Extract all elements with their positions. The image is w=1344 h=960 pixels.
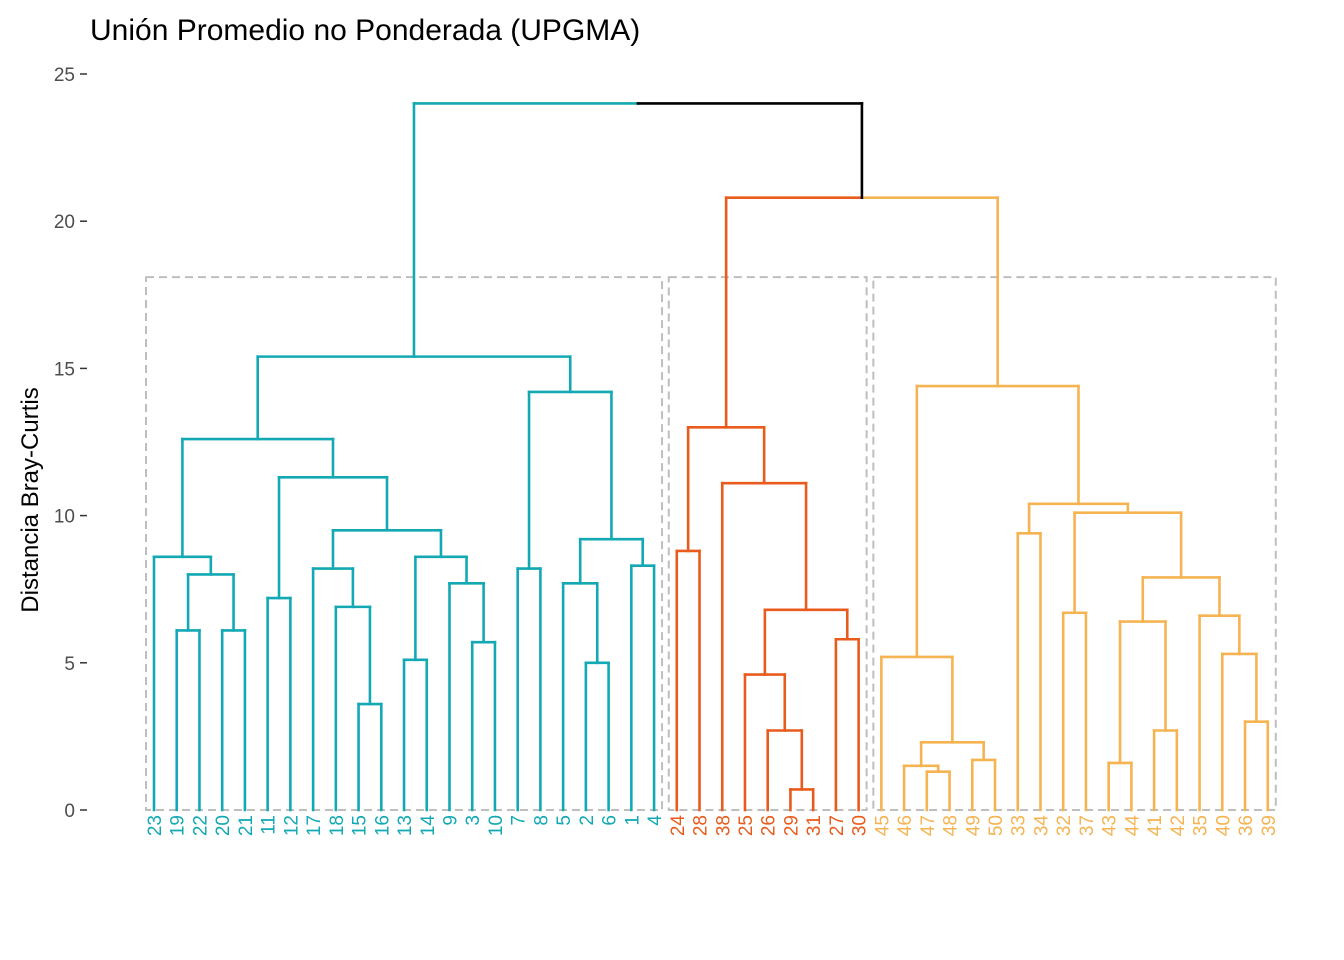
leaf-label-30: 30 [850, 815, 871, 836]
leaf-label-39: 39 [1259, 815, 1280, 836]
leaf-label-4: 4 [645, 815, 666, 826]
y-tick-label: 5 [64, 654, 75, 675]
leaf-label-2: 2 [577, 815, 598, 826]
leaf-label-20: 20 [213, 815, 234, 836]
y-axis: 0 5 10 15 20 25 [54, 65, 87, 822]
leaf-label-50: 50 [986, 815, 1007, 836]
chart-title: Unión Promedio no Ponderada (UPGMA) [90, 14, 640, 47]
leaf-label-24: 24 [668, 815, 689, 837]
leaf-label-41: 41 [1145, 815, 1166, 836]
leaf-label-23: 23 [145, 815, 166, 836]
leaf-label-25: 25 [736, 815, 757, 836]
leaf-label-48: 48 [941, 815, 962, 836]
leaf-label-43: 43 [1100, 815, 1121, 836]
leaf-label-13: 13 [395, 815, 416, 836]
leaf-label-26: 26 [759, 815, 780, 836]
y-tick-label: 0 [64, 801, 75, 822]
leaf-label-28: 28 [691, 815, 712, 836]
leaf-label-3: 3 [463, 815, 484, 826]
leaf-label-33: 33 [1009, 815, 1030, 836]
leaf-label-18: 18 [327, 815, 348, 836]
leaf-label-35: 35 [1191, 815, 1212, 836]
leaf-label-17: 17 [304, 815, 325, 836]
leaf-label-22: 22 [190, 815, 211, 836]
y-tick-label: 20 [54, 212, 75, 233]
leaf-label-21: 21 [236, 815, 257, 836]
leaf-label-16: 16 [372, 815, 393, 836]
leaf-label-42: 42 [1168, 815, 1189, 836]
leaf-labels: 23 19 22 20 21 11 12 17 18 15 16 13 14 9 3 10 7 8 5 2 6 1 4 24 2… [145, 815, 1280, 837]
leaf-label-40: 40 [1213, 815, 1234, 836]
leaf-label-45: 45 [872, 815, 893, 836]
y-axis-label: Distancia Bray-Curtis [17, 387, 44, 612]
y-tick-label: 10 [54, 507, 75, 528]
leaf-label-38: 38 [713, 815, 734, 836]
leaf-label-11: 11 [259, 815, 280, 835]
leaf-label-46: 46 [895, 815, 916, 836]
leaf-label-9: 9 [440, 815, 461, 826]
leaf-label-8: 8 [531, 815, 552, 826]
cluster-box-3 [872, 276, 1277, 811]
leaf-label-19: 19 [168, 815, 189, 836]
cluster-box-2 [667, 276, 868, 811]
leaf-label-32: 32 [1054, 815, 1075, 836]
leaf-label-27: 27 [827, 815, 848, 836]
leaf-label-31: 31 [804, 815, 825, 836]
leaf-label-5: 5 [554, 815, 575, 826]
leaf-label-15: 15 [350, 815, 371, 836]
leaf-label-14: 14 [418, 815, 439, 837]
leaf-label-12: 12 [281, 815, 302, 836]
leaf-label-49: 49 [963, 815, 984, 836]
leaf-label-10: 10 [486, 815, 507, 836]
leaf-label-29: 29 [781, 815, 802, 836]
leaf-label-47: 47 [918, 815, 939, 836]
leaf-label-37: 37 [1077, 815, 1098, 836]
leaf-label-6: 6 [600, 815, 621, 826]
leaf-label-36: 36 [1236, 815, 1257, 836]
dendrogram-branches [152, 102, 1270, 812]
leaf-label-34: 34 [1031, 815, 1052, 837]
y-tick-label: 25 [54, 65, 75, 86]
y-tick-label: 15 [54, 359, 75, 380]
leaf-label-7: 7 [509, 815, 530, 826]
leaf-label-44: 44 [1122, 815, 1143, 837]
leaf-label-1: 1 [622, 815, 643, 826]
